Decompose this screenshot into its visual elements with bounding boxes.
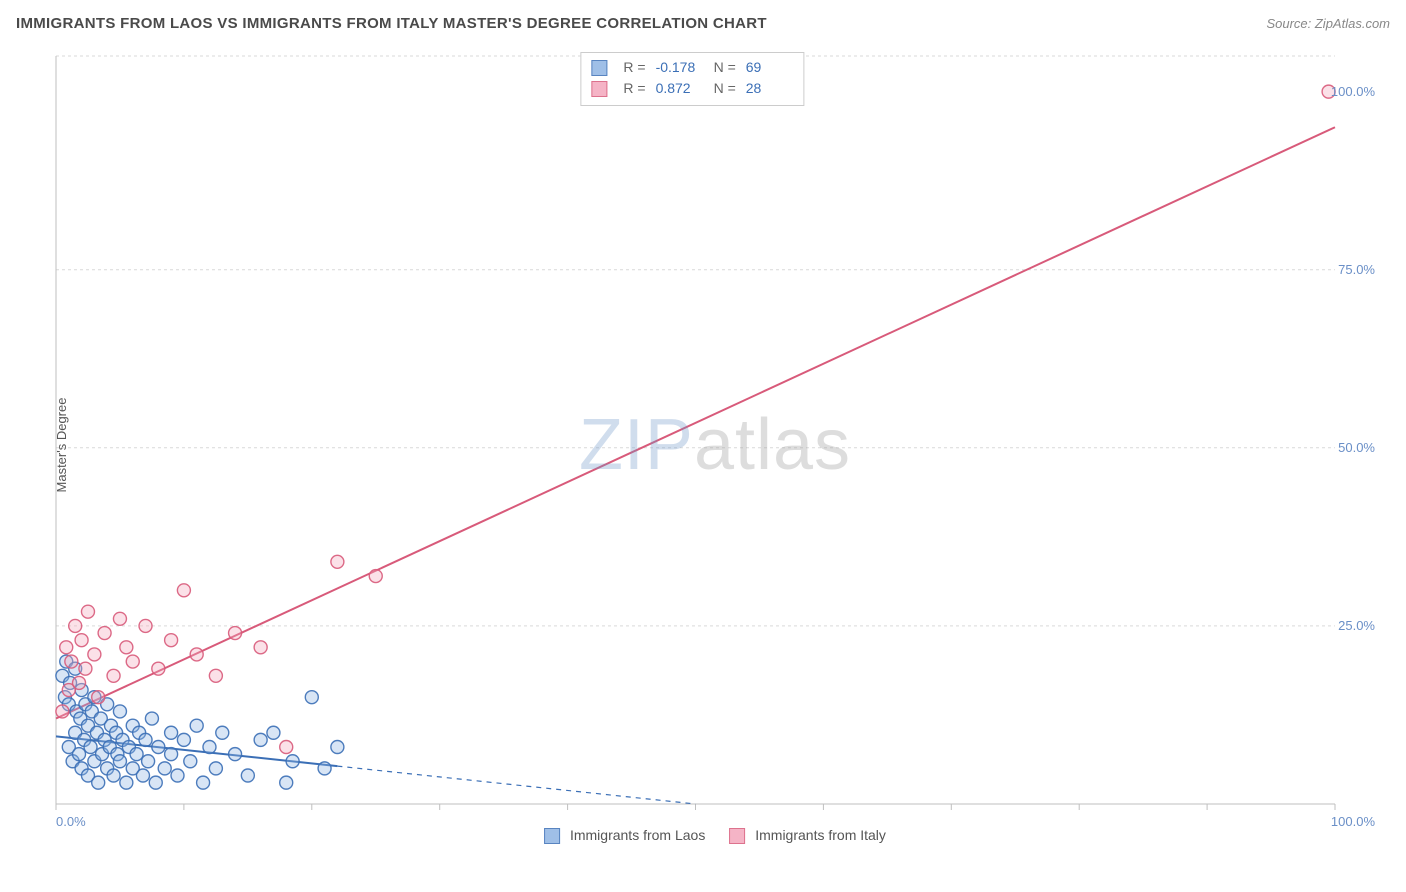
laos-legend-swatch-icon	[544, 828, 560, 844]
r-label: R =	[623, 57, 645, 78]
series-legend: Immigrants from Laos Immigrants from Ita…	[544, 827, 886, 844]
axis-tick-label: 100.0%	[1331, 84, 1375, 99]
legend-item-italy: Immigrants from Italy	[729, 827, 886, 844]
italy-legend-swatch-icon	[729, 828, 745, 844]
chart-source: Source: ZipAtlas.com	[1266, 16, 1390, 31]
correlation-stat-box: R = -0.178 N = 69 R = 0.872 N = 28	[580, 52, 804, 106]
stat-row-laos: R = -0.178 N = 69	[591, 57, 793, 78]
laos-r-value: -0.178	[656, 57, 704, 78]
chart-header: IMMIGRANTS FROM LAOS VS IMMIGRANTS FROM …	[0, 0, 1406, 46]
legend-item-laos: Immigrants from Laos	[544, 827, 705, 844]
n-label: N =	[714, 57, 736, 78]
chart-title: IMMIGRANTS FROM LAOS VS IMMIGRANTS FROM …	[16, 15, 767, 32]
scatter-plot	[50, 50, 1380, 840]
axis-tick-label: 100.0%	[1331, 814, 1375, 829]
chart-area: Master's Degree ZIPatlas 25.0%50.0%75.0%…	[50, 50, 1380, 840]
axis-tick-label: 25.0%	[1338, 618, 1375, 633]
italy-r-value: 0.872	[656, 78, 704, 99]
n-label: N =	[714, 78, 736, 99]
laos-swatch-icon	[591, 60, 607, 76]
stat-row-italy: R = 0.872 N = 28	[591, 78, 793, 99]
r-label: R =	[623, 78, 645, 99]
axis-tick-label: 50.0%	[1338, 440, 1375, 455]
axis-tick-label: 75.0%	[1338, 262, 1375, 277]
italy-legend-label: Immigrants from Italy	[755, 827, 886, 843]
laos-legend-label: Immigrants from Laos	[570, 827, 705, 843]
laos-n-value: 69	[746, 57, 794, 78]
italy-n-value: 28	[746, 78, 794, 99]
axis-tick-label: 0.0%	[56, 814, 86, 829]
italy-swatch-icon	[591, 81, 607, 97]
